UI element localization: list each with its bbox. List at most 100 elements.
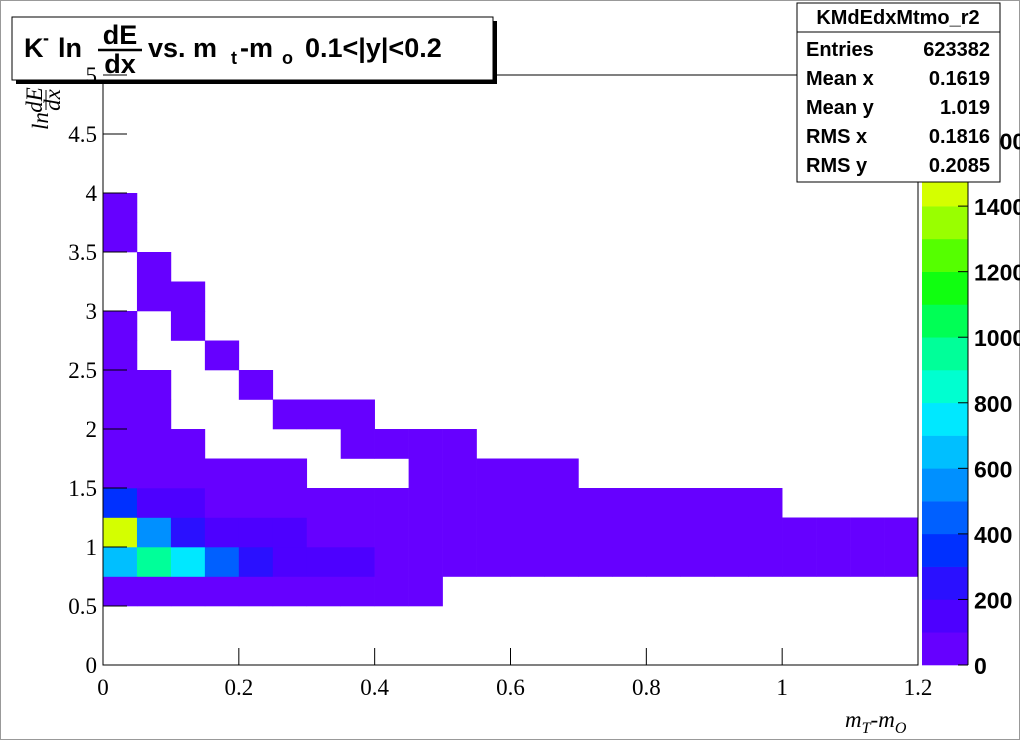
cell	[510, 547, 545, 577]
cell	[340, 517, 375, 548]
cell	[408, 458, 443, 489]
cell	[103, 222, 138, 253]
stats-value: 0.2085	[929, 155, 990, 177]
stats-label: Mean y	[806, 97, 875, 119]
cell	[340, 399, 375, 430]
z-tick-label: 800	[974, 391, 1012, 417]
cell	[306, 547, 342, 577]
cell	[510, 458, 545, 489]
color-swatch	[922, 337, 968, 371]
cell	[340, 488, 375, 518]
color-swatch	[922, 238, 968, 272]
x-axis-label: mT-mO	[845, 707, 907, 737]
cell	[340, 576, 375, 607]
color-swatch	[922, 271, 968, 305]
cell	[884, 517, 919, 548]
cell	[170, 458, 206, 489]
cell	[612, 547, 647, 577]
stats-label: RMS x	[806, 126, 867, 148]
title-part: 0.1<|y|<0.2	[305, 33, 442, 63]
z-tick-label: 200	[974, 587, 1012, 613]
cell	[408, 488, 443, 518]
cell	[578, 517, 613, 548]
cell	[646, 517, 681, 548]
title-part: t	[231, 48, 237, 68]
x-tick-label: 0.8	[632, 675, 661, 700]
y-tick-label: 2	[86, 417, 98, 442]
y-tick-label: 2.5	[68, 358, 97, 383]
title: K - ln dE dx vs. m t -m o 0.1<|y|<0.2	[24, 20, 442, 79]
cell	[476, 547, 511, 577]
cell	[748, 547, 783, 577]
cell	[782, 547, 817, 577]
cell	[850, 547, 885, 577]
cell	[103, 517, 138, 548]
y-tick-label: 5	[86, 63, 98, 88]
cell	[306, 576, 342, 607]
cell	[714, 488, 749, 518]
title-part: vs. m	[148, 33, 217, 63]
stats-rows: Entries 623382 Mean x 0.1619 Mean y 1.019 RMS …	[806, 39, 990, 177]
cell	[476, 517, 511, 548]
cell	[238, 458, 274, 489]
title-box	[11, 16, 494, 81]
z-tick-label: 1000	[974, 325, 1020, 351]
cell	[544, 517, 579, 548]
cell	[578, 488, 613, 518]
cell	[612, 488, 647, 518]
cell	[238, 517, 274, 548]
stats-title: KMdEdxMtmo_r2	[816, 7, 979, 29]
cell	[374, 576, 409, 607]
color-swatch	[922, 632, 968, 666]
cell	[204, 340, 240, 371]
cell	[238, 576, 274, 607]
stats-value: 623382	[923, 39, 990, 61]
y-label-ln: ln	[28, 112, 53, 130]
cell	[442, 488, 477, 518]
x-tick-label: 0.2	[224, 675, 253, 700]
cell	[884, 547, 919, 577]
cell	[103, 193, 138, 223]
x-tick-label: 1.2	[904, 675, 933, 700]
z-tick-label: 1200	[974, 260, 1020, 286]
cell	[136, 547, 172, 577]
cell	[103, 399, 138, 430]
cell	[510, 517, 545, 548]
title-part: K	[24, 33, 44, 63]
cell	[103, 429, 138, 459]
cell	[103, 370, 138, 400]
color-swatch	[922, 566, 968, 600]
x-tick-label: 0.4	[360, 675, 389, 700]
cell	[272, 488, 308, 518]
cell	[544, 458, 579, 489]
cell	[204, 488, 240, 518]
cell	[306, 488, 342, 518]
cell	[510, 488, 545, 518]
stats-value: 0.1619	[929, 68, 990, 90]
color-swatch	[922, 435, 968, 469]
cell	[714, 547, 749, 577]
cell	[170, 311, 206, 341]
cell	[204, 576, 240, 607]
cell	[374, 429, 409, 459]
cell	[103, 488, 138, 518]
title-part: ln	[58, 33, 82, 63]
cell	[136, 576, 172, 607]
z-tick-label: 600	[974, 456, 1012, 482]
title-part: dE	[103, 20, 138, 50]
cell	[272, 399, 308, 430]
cell	[170, 517, 206, 548]
cell	[136, 370, 172, 400]
cell	[680, 517, 715, 548]
cell	[408, 517, 443, 548]
color-swatch	[922, 501, 968, 535]
cell	[340, 429, 375, 459]
cell	[408, 429, 443, 459]
x-tick-label: 0	[97, 675, 109, 700]
color-swatch	[922, 533, 968, 567]
cell	[476, 458, 511, 489]
y-label-den: dx	[40, 88, 65, 111]
z-tick-label: 1400	[974, 194, 1020, 220]
cell	[680, 488, 715, 518]
